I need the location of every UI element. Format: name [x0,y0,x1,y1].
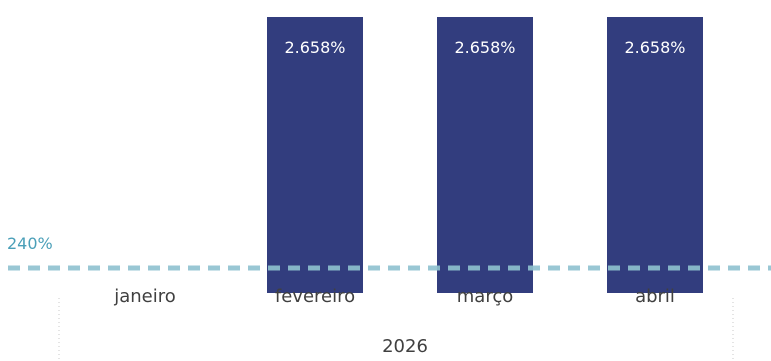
bar-value-label-abril: 2.658% [624,38,685,57]
category-label-janeiro: janeiro [113,286,176,307]
category-label-abril: abril [635,286,675,307]
category-label-março: março [457,286,513,307]
bar-fevereiro [267,17,363,293]
bars-group: 2.658% 2.658% 2.658% [267,17,703,293]
bar-value-label-fevereiro: 2.658% [284,38,345,57]
bar-value-label-março: 2.658% [454,38,515,57]
bar-março [437,17,533,293]
bar-abril [607,17,703,293]
category-labels-group: janeiro fevereiro março abril [113,286,675,307]
reference-line-label: 240% [7,234,53,253]
year-group-label: 2026 [382,336,428,357]
category-label-fevereiro: fevereiro [275,286,355,307]
